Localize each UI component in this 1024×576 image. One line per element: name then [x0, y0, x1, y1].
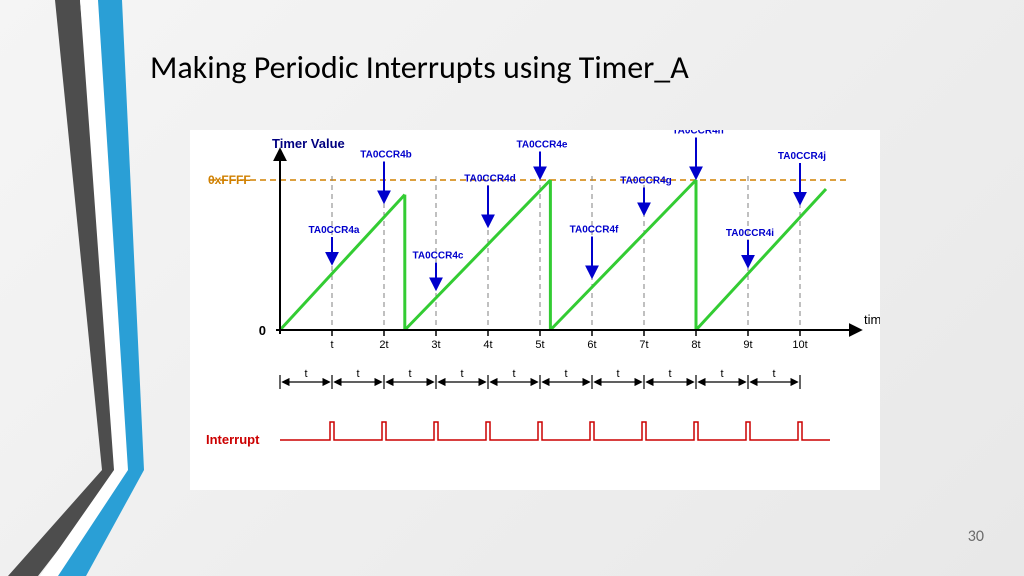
page-number: 30	[968, 527, 984, 546]
svg-text:TA0CCR4h: TA0CCR4h	[672, 130, 723, 137]
timing-diagram: 0xFFFF Timer Value 0 time t 2t 3t 4t 5t 6t 7t 8t 9t 1…	[190, 130, 880, 490]
svg-text:t: t	[564, 368, 567, 380]
chart-container: 0xFFFF Timer Value 0 time t 2t 3t 4t 5t 6t 7t 8t 9t 1…	[190, 130, 880, 490]
svg-text:5t: 5t	[535, 339, 544, 351]
svg-text:TA0CCR4j: TA0CCR4j	[778, 151, 826, 162]
svg-text:TA0CCR4g: TA0CCR4g	[620, 176, 671, 187]
svg-text:6t: 6t	[587, 339, 596, 351]
svg-text:t: t	[330, 339, 333, 351]
svg-text:TA0CCR4f: TA0CCR4f	[570, 225, 619, 236]
svg-text:0: 0	[259, 323, 266, 338]
svg-text:10t: 10t	[792, 339, 807, 351]
svg-text:time: time	[864, 312, 880, 327]
svg-text:t: t	[668, 368, 671, 380]
svg-text:Timer Value: Timer Value	[272, 136, 345, 151]
svg-text:t: t	[356, 368, 359, 380]
svg-text:0xFFFF: 0xFFFF	[208, 173, 251, 187]
svg-text:t: t	[408, 368, 411, 380]
svg-text:7t: 7t	[639, 339, 648, 351]
svg-text:TA0CCR4a: TA0CCR4a	[309, 225, 360, 236]
svg-text:TA0CCR4d: TA0CCR4d	[464, 174, 515, 185]
svg-text:9t: 9t	[743, 339, 752, 351]
svg-text:8t: 8t	[691, 339, 700, 351]
svg-text:t: t	[772, 368, 775, 380]
svg-text:t: t	[616, 368, 619, 380]
svg-text:t: t	[304, 368, 307, 380]
svg-text:TA0CCR4e: TA0CCR4e	[517, 140, 568, 151]
svg-text:t: t	[460, 368, 463, 380]
svg-text:TA0CCR4b: TA0CCR4b	[360, 150, 411, 161]
svg-text:TA0CCR4c: TA0CCR4c	[413, 251, 464, 262]
svg-text:2t: 2t	[379, 339, 388, 351]
svg-text:TA0CCR4i: TA0CCR4i	[726, 228, 774, 239]
slide: Making Periodic Interrupts using Timer_A…	[0, 0, 1024, 576]
svg-text:Interrupt: Interrupt	[206, 432, 260, 447]
svg-text:3t: 3t	[431, 339, 440, 351]
svg-text:4t: 4t	[483, 339, 492, 351]
svg-text:t: t	[720, 368, 723, 380]
slide-title: Making Periodic Interrupts using Timer_A	[150, 48, 689, 87]
slide-decor	[0, 0, 160, 576]
svg-text:t: t	[512, 368, 515, 380]
